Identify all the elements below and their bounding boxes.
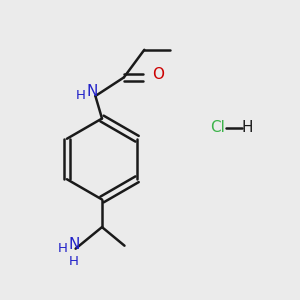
Text: H: H — [76, 89, 86, 102]
Text: O: O — [152, 67, 164, 82]
Text: N: N — [87, 84, 98, 99]
Text: H: H — [58, 242, 68, 255]
Text: Cl: Cl — [210, 120, 225, 135]
Text: H: H — [242, 120, 253, 135]
Text: N: N — [68, 237, 80, 252]
Text: H: H — [69, 255, 79, 268]
